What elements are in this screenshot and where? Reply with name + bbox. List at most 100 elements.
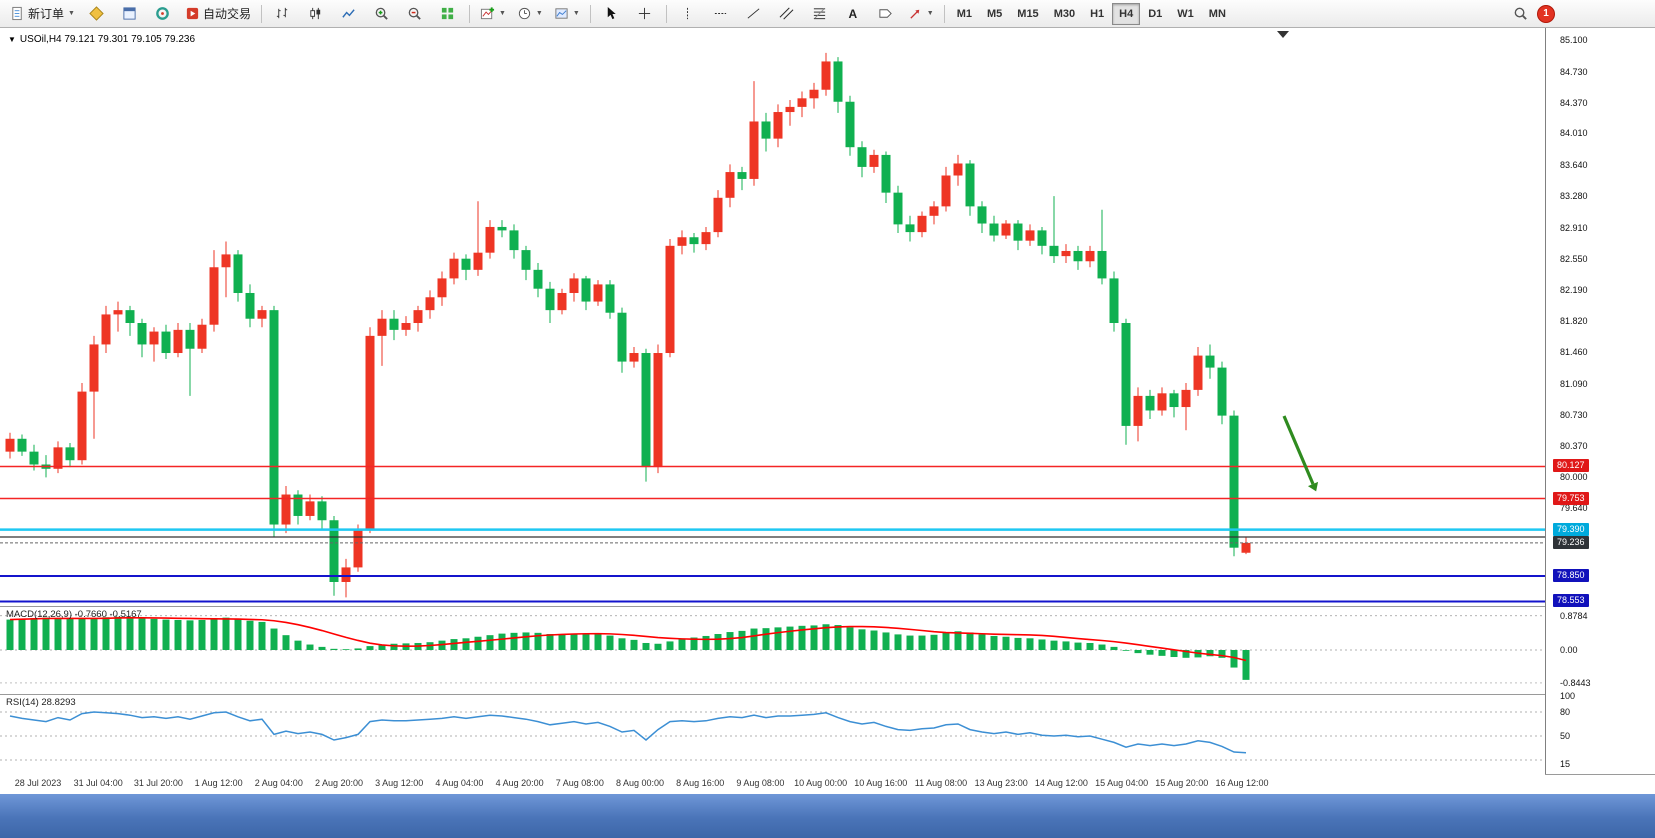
timeframe-m1[interactable]: M1	[956, 7, 972, 20]
crosshair-tool-button[interactable]	[629, 2, 661, 26]
candlestick-chart-button[interactable]	[300, 2, 332, 26]
channel-tool[interactable]	[771, 2, 803, 26]
time-axis-label: 4 Aug 20:00	[495, 778, 544, 788]
market-watch-button[interactable]	[81, 2, 113, 26]
rsi-axis-label: 100	[1560, 691, 1576, 701]
macd-axis-label: -0.8443	[1560, 677, 1591, 688]
search-icon	[1513, 6, 1528, 21]
zoom-out-icon	[407, 6, 422, 21]
vertical-line-tool[interactable]	[672, 2, 704, 26]
strategy-tester-button[interactable]	[147, 2, 179, 26]
time-axis-label: 2 Aug 04:00	[254, 778, 303, 788]
indicators-dropdown[interactable]: ▼	[475, 2, 511, 26]
chart-symbol-label: ▼ USOil,H4 79.121 79.301 79.105 79.236	[8, 34, 195, 45]
price-axis-label: 82.550	[1560, 253, 1588, 264]
separator	[589, 4, 591, 23]
price-axis-label: 83.640	[1560, 160, 1588, 171]
time-axis-label: 14 Aug 12:00	[1034, 778, 1088, 788]
timeframe-w1[interactable]: W1	[1177, 7, 1194, 20]
price-tag: 78.553	[1553, 594, 1589, 608]
chevron-down-icon: ▼	[498, 10, 506, 17]
rsi-axis-label: 15	[1560, 759, 1571, 769]
label-icon	[878, 6, 893, 21]
time-axis-label: 16 Aug 12:00	[1215, 778, 1269, 788]
time-axis-label: 28 Jul 2023	[14, 778, 62, 788]
cursor-tool-button[interactable]	[596, 2, 628, 26]
indicators-icon	[480, 6, 495, 21]
macd-axis-label: 0.8784	[1560, 610, 1588, 621]
templates-dropdown[interactable]: ▼	[549, 2, 585, 26]
timeframe-d1[interactable]: D1	[1148, 7, 1163, 20]
line-chart-button[interactable]	[333, 2, 365, 26]
shapes-dropdown[interactable]: ▼	[903, 2, 939, 26]
horizontal-line-tool[interactable]	[705, 2, 737, 26]
main-price-chart[interactable]	[0, 28, 1545, 606]
cursor-icon	[604, 6, 619, 21]
search-button[interactable]	[1504, 2, 1536, 26]
tile-windows-button[interactable]	[432, 2, 464, 26]
price-tag: 80.127	[1553, 459, 1589, 473]
timeframe-h1[interactable]: H1	[1090, 7, 1105, 20]
chevron-down-icon: ▼	[68, 10, 75, 17]
new-order-button[interactable]: 新订单 ▼	[5, 2, 80, 26]
price-axis-label: 80.000	[1560, 472, 1588, 483]
rsi-panel[interactable]	[0, 694, 1545, 774]
price-axis-label: 84.010	[1560, 128, 1588, 139]
time-axis-label: 31 Jul 20:00	[133, 778, 183, 788]
price-axis-label: 81.090	[1560, 378, 1588, 389]
one-click-trading-toggle[interactable]: ▼	[8, 35, 16, 44]
periods-dropdown[interactable]: ▼	[512, 2, 548, 26]
price-tag: 79.753	[1553, 491, 1589, 505]
time-axis-label: 31 Jul 04:00	[73, 778, 123, 788]
fibonacci-icon	[812, 6, 827, 21]
timeframe-mn[interactable]: MN	[1208, 7, 1226, 20]
panel-separator[interactable]	[0, 606, 1655, 607]
price-axis-label: 84.730	[1560, 66, 1588, 77]
label-tool[interactable]	[870, 2, 902, 26]
channel-icon	[779, 6, 794, 21]
ohlc-bars-icon	[275, 6, 290, 21]
toolbar: 新订单 ▼ 自动交易 ▼ ▼ ▼	[0, 0, 1655, 28]
chart-window[interactable]: ▼ USOil,H4 79.121 79.301 79.105 79.236 M…	[0, 28, 1655, 794]
zoom-out-button[interactable]	[399, 2, 431, 26]
time-axis-label: 3 Aug 12:00	[375, 778, 424, 788]
fibonacci-tool[interactable]	[804, 2, 836, 26]
price-tag: 79.390	[1553, 522, 1589, 536]
strategy-tester-icon	[155, 6, 170, 21]
market-watch-icon	[89, 6, 105, 21]
separator	[260, 4, 262, 23]
price-tag: 79.236	[1553, 535, 1589, 549]
notification-badge[interactable]: 1	[1537, 4, 1555, 23]
panel-separator[interactable]	[0, 694, 1655, 695]
tile-windows-icon	[440, 6, 455, 21]
macd-axis-label: 0.00	[1560, 645, 1578, 655]
time-axis-label: 4 Aug 04:00	[435, 778, 484, 788]
time-axis-label: 8 Aug 16:00	[676, 778, 725, 788]
time-axis-label: 7 Aug 08:00	[555, 778, 604, 788]
rsi-axis-label: 80	[1560, 707, 1571, 717]
trendline-tool[interactable]	[738, 2, 770, 26]
price-axis-label: 81.460	[1560, 347, 1588, 358]
price-axis[interactable]: 85.100 84.730 84.370 84.010 83.640 83.280 82.9…	[1545, 28, 1655, 774]
new-order-label: 新订单	[28, 7, 65, 21]
auto-trading-icon	[185, 6, 200, 21]
time-axis[interactable]: 28 Jul 2023 31 Jul 04:00 31 Jul 20:00 1 Aug…	[0, 774, 1545, 794]
macd-panel[interactable]	[0, 606, 1545, 694]
price-axis-label: 85.100	[1560, 35, 1588, 45]
timeframe-m5[interactable]: M5	[987, 7, 1003, 20]
horizontal-line-icon	[713, 6, 728, 21]
data-window-button[interactable]	[114, 2, 146, 26]
time-axis-label: 2 Aug 20:00	[314, 778, 364, 788]
auto-trading-button[interactable]: 自动交易	[180, 2, 256, 26]
time-axis-label: 10 Aug 00:00	[794, 778, 848, 788]
text-tool[interactable]: A	[837, 2, 869, 26]
text-tool-icon: A	[848, 6, 858, 21]
price-axis-label: 79.640	[1560, 503, 1588, 514]
chevron-down-icon: ▼	[926, 10, 934, 17]
timeframe-h4[interactable]: H4	[1112, 2, 1141, 25]
zoom-in-button[interactable]	[366, 2, 398, 26]
timeframe-m30[interactable]: M30	[1053, 7, 1076, 20]
timeframe-m15[interactable]: M15	[1017, 7, 1039, 20]
ohlc-bars-button[interactable]	[267, 2, 299, 26]
time-axis-label: 1 Aug 12:00	[194, 778, 243, 788]
